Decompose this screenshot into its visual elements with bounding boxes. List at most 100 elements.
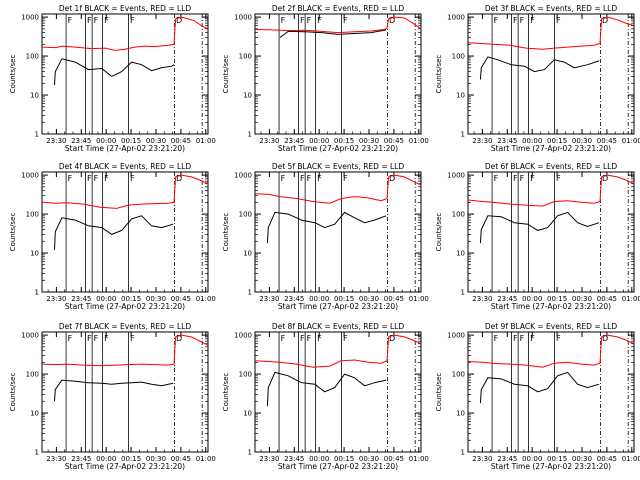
event-marker-letter: F — [281, 334, 286, 343]
event-marker-letter: F — [300, 334, 305, 343]
y-tick-label: 10 — [243, 250, 252, 258]
event-marker-letter: F — [530, 174, 535, 183]
event-marker-letter: F — [520, 16, 525, 25]
x-tick-label: 01:00 — [622, 137, 640, 145]
event-marker-letter: F — [87, 16, 92, 25]
plot-frame — [41, 171, 209, 293]
event-marker-letter: F — [343, 174, 348, 183]
x-tick-label: 23:30 — [46, 137, 66, 145]
x-tick-label: 23:30 — [259, 455, 279, 463]
y-tick-label: 100 — [26, 211, 39, 219]
panel-title: Det 6f BLACK = Events, RED = LLD — [485, 162, 618, 171]
y-tick-label: 10 — [30, 410, 39, 418]
x-tick-label: 00:30 — [359, 295, 379, 303]
panel-title: Det 1f BLACK = Events, RED = LLD — [59, 4, 192, 13]
event-marker-letter: D — [602, 174, 608, 183]
x-tick-label: 00:30 — [146, 137, 166, 145]
event-marker-letter: F — [130, 16, 135, 25]
y-axis-label: Counts/sec — [222, 213, 230, 252]
x-tick-label: 00:15 — [334, 455, 354, 463]
events-series-line — [54, 215, 174, 250]
x-axis-label: Start Time (27-Apr-02 23:21:20) — [278, 302, 398, 311]
y-axis-label: Counts/sec — [9, 55, 17, 94]
event-marker-letter: D — [176, 334, 182, 343]
y-axis-label: Counts/sec — [435, 55, 443, 94]
event-marker-letter: F — [530, 334, 535, 343]
x-tick-label: 23:30 — [259, 137, 279, 145]
x-tick-label: 00:45 — [171, 295, 191, 303]
event-marker-letter: F — [87, 174, 92, 183]
plot-frame — [254, 171, 422, 293]
y-tick-label: 10 — [30, 92, 39, 100]
y-tick-label: 1000 — [234, 14, 252, 22]
y-tick-label: 10 — [243, 92, 252, 100]
event-marker-letter: F — [300, 174, 305, 183]
x-tick-label: 00:00 — [309, 295, 329, 303]
y-tick-label: 100 — [239, 53, 252, 61]
lld-series-line — [468, 16, 634, 50]
x-tick-label: 00:30 — [146, 295, 166, 303]
x-tick-label: 23:30 — [259, 295, 279, 303]
event-marker-letter: F — [513, 334, 518, 343]
x-tick-label: 00:30 — [572, 455, 592, 463]
x-axis-label: Start Time (27-Apr-02 23:21:20) — [65, 302, 185, 311]
event-marker-letter: F — [520, 174, 525, 183]
panel-title: Det 5f BLACK = Events, RED = LLD — [272, 162, 405, 171]
plot-frame — [41, 331, 209, 453]
x-tick-label: 00:30 — [359, 137, 379, 145]
event-marker-letter: F — [68, 334, 73, 343]
y-tick-label: 100 — [26, 371, 39, 379]
event-marker-letter: F — [494, 174, 499, 183]
event-marker-letter: F — [87, 334, 92, 343]
events-series-line — [266, 211, 387, 244]
y-tick-label: 1000 — [447, 332, 465, 340]
detector-panel-6: Det 6f BLACK = Events, RED = LLD Counts/s… — [435, 162, 640, 311]
events-series-line — [479, 371, 600, 404]
event-marker-letter: F — [104, 174, 109, 183]
y-tick-label: 1000 — [21, 172, 39, 180]
event-marker-letter: F — [68, 16, 73, 25]
detector-panel-3: Det 3f BLACK = Events, RED = LLD Counts/s… — [435, 4, 640, 153]
panel-title: Det 8f BLACK = Events, RED = LLD — [272, 322, 405, 331]
x-tick-label: 01:00 — [196, 455, 216, 463]
x-tick-label: 00:15 — [334, 295, 354, 303]
y-tick-label: 1000 — [21, 332, 39, 340]
x-tick-label: 23:45 — [71, 455, 91, 463]
panel-title: Det 3f BLACK = Events, RED = LLD — [485, 4, 618, 13]
y-tick-label: 1000 — [21, 14, 39, 22]
event-marker-letter: F — [300, 16, 305, 25]
detector-panel-8: Det 8f BLACK = Events, RED = LLD Counts/s… — [222, 322, 429, 471]
event-marker-letter: F — [94, 174, 99, 183]
x-axis-label: Start Time (27-Apr-02 23:21:20) — [65, 144, 185, 153]
x-tick-label: 23:30 — [46, 295, 66, 303]
x-axis-label: Start Time (27-Apr-02 23:21:20) — [491, 144, 611, 153]
y-tick-label: 1 — [35, 131, 39, 139]
x-tick-label: 23:30 — [472, 137, 492, 145]
x-tick-label: 00:45 — [384, 295, 404, 303]
x-tick-label: 00:15 — [121, 455, 141, 463]
event-marker-letter: F — [530, 16, 535, 25]
y-tick-label: 1 — [461, 449, 465, 457]
event-marker-letter: F — [68, 174, 73, 183]
detector-panel-9: Det 9f BLACK = Events, RED = LLD Counts/s… — [435, 322, 640, 471]
event-marker-letter: F — [513, 16, 518, 25]
event-marker-letter: F — [513, 174, 518, 183]
event-marker-letter: F — [494, 16, 499, 25]
plot-frame — [467, 13, 635, 135]
event-marker-letter: D — [602, 16, 608, 25]
y-tick-label: 100 — [452, 53, 465, 61]
x-tick-label: 23:45 — [497, 295, 517, 303]
x-tick-label: 23:45 — [71, 295, 91, 303]
lld-series-line — [42, 16, 208, 51]
y-tick-label: 1 — [248, 289, 252, 297]
x-tick-label: 23:45 — [497, 455, 517, 463]
x-tick-label: 00:30 — [572, 295, 592, 303]
x-tick-label: 23:45 — [284, 455, 304, 463]
lld-series-line — [468, 174, 634, 207]
x-tick-label: 00:00 — [522, 137, 542, 145]
event-marker-letter: F — [307, 16, 312, 25]
event-marker-letter: D — [176, 174, 182, 183]
event-marker-letter: F — [281, 16, 286, 25]
y-tick-label: 1000 — [234, 332, 252, 340]
